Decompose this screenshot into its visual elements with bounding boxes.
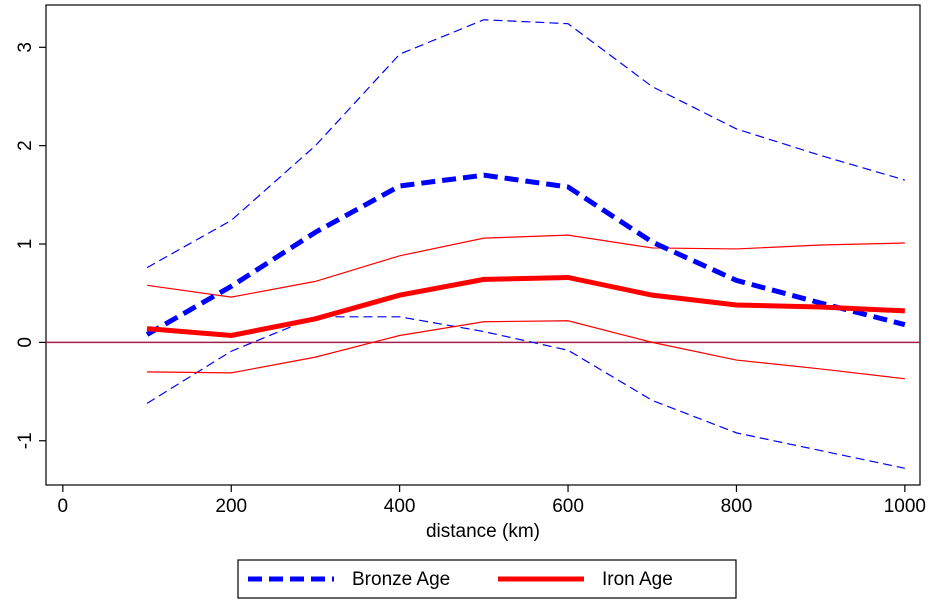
plot-frame <box>45 4 921 486</box>
y-tick-label: 2 <box>15 140 36 151</box>
y-tick-label: 0 <box>15 337 36 348</box>
series-line <box>146 316 905 469</box>
series-line <box>146 19 906 269</box>
series-line <box>145 172 906 337</box>
y-tick-label: 3 <box>15 42 36 53</box>
series-line <box>147 320 905 380</box>
x-tick-label: 400 <box>384 496 416 517</box>
x-tick-label: 200 <box>215 496 247 517</box>
y-tick-label: -1 <box>15 432 36 449</box>
x-tick-label: 1000 <box>884 496 926 517</box>
x-axis-label: distance (km) <box>426 521 540 542</box>
legend-label: Bronze Age <box>352 569 450 590</box>
y-tick-label: 1 <box>15 239 36 250</box>
legend-label: Iron Age <box>602 569 673 590</box>
series-line <box>146 234 905 298</box>
x-tick-label: 800 <box>721 496 753 517</box>
x-tick-label: 0 <box>58 496 69 517</box>
series-line <box>146 274 905 339</box>
x-tick-label: 600 <box>552 496 584 517</box>
